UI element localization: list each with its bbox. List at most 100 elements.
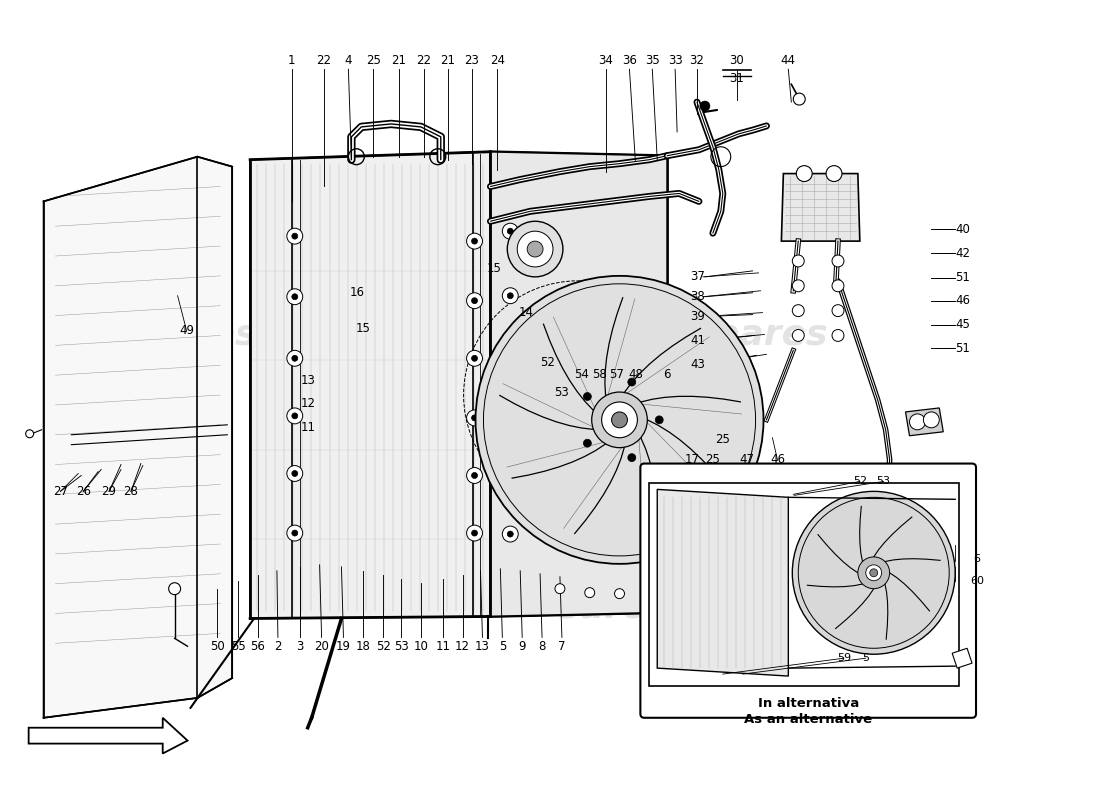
Text: 58: 58 xyxy=(592,368,607,381)
Circle shape xyxy=(466,467,483,483)
Text: 23: 23 xyxy=(464,54,478,67)
Text: 20: 20 xyxy=(315,640,329,653)
Text: 2: 2 xyxy=(274,640,282,653)
Circle shape xyxy=(792,330,804,342)
Text: 46: 46 xyxy=(770,453,785,466)
Text: eurospares: eurospares xyxy=(600,318,828,352)
Circle shape xyxy=(472,530,477,536)
Text: 15: 15 xyxy=(356,322,371,335)
Circle shape xyxy=(466,350,483,366)
Circle shape xyxy=(292,413,298,419)
Circle shape xyxy=(656,416,663,424)
Circle shape xyxy=(287,525,303,541)
Circle shape xyxy=(287,408,303,424)
Circle shape xyxy=(832,280,844,292)
Text: 11: 11 xyxy=(436,640,450,653)
Circle shape xyxy=(292,470,298,477)
Circle shape xyxy=(475,276,763,564)
Circle shape xyxy=(507,228,514,234)
Circle shape xyxy=(503,410,518,426)
Text: 22: 22 xyxy=(417,54,431,67)
Circle shape xyxy=(168,582,180,594)
Circle shape xyxy=(858,557,890,589)
Circle shape xyxy=(466,525,483,541)
Polygon shape xyxy=(491,152,668,617)
Circle shape xyxy=(832,330,844,342)
Text: 17: 17 xyxy=(684,453,700,466)
Circle shape xyxy=(602,402,637,438)
Circle shape xyxy=(503,526,518,542)
Circle shape xyxy=(592,392,647,448)
FancyBboxPatch shape xyxy=(640,463,976,718)
Text: 16: 16 xyxy=(350,286,365,299)
Text: 44: 44 xyxy=(781,54,795,67)
Text: 13: 13 xyxy=(475,640,490,653)
Text: In alternativa: In alternativa xyxy=(758,698,859,710)
Circle shape xyxy=(292,233,298,239)
Text: 42: 42 xyxy=(955,246,970,259)
Text: 30: 30 xyxy=(729,54,744,67)
Text: 19: 19 xyxy=(336,640,351,653)
Text: 3: 3 xyxy=(296,640,304,653)
Text: 9: 9 xyxy=(518,640,526,653)
Circle shape xyxy=(507,222,563,277)
Circle shape xyxy=(517,231,553,267)
Circle shape xyxy=(503,467,518,483)
Text: 47: 47 xyxy=(739,453,755,466)
Text: 10: 10 xyxy=(414,640,428,653)
Circle shape xyxy=(503,223,518,239)
Circle shape xyxy=(292,530,298,536)
Text: 29: 29 xyxy=(101,485,117,498)
Text: 54: 54 xyxy=(574,368,590,381)
Circle shape xyxy=(287,466,303,482)
Text: 4: 4 xyxy=(344,54,352,67)
Text: 57: 57 xyxy=(609,368,624,381)
Text: 13: 13 xyxy=(300,374,315,386)
Circle shape xyxy=(832,305,844,317)
Text: 59: 59 xyxy=(837,653,851,663)
Text: 28: 28 xyxy=(123,485,139,498)
Circle shape xyxy=(25,430,34,438)
Polygon shape xyxy=(651,507,685,539)
Text: 14: 14 xyxy=(519,306,534,319)
Text: 12: 12 xyxy=(300,398,316,410)
Text: 40: 40 xyxy=(955,222,970,236)
Text: 37: 37 xyxy=(690,270,705,283)
Text: 5: 5 xyxy=(862,653,869,663)
Circle shape xyxy=(612,412,627,428)
Circle shape xyxy=(507,473,514,478)
Text: 22: 22 xyxy=(316,54,331,67)
Circle shape xyxy=(503,288,518,304)
Circle shape xyxy=(910,414,925,430)
Text: 34: 34 xyxy=(598,54,613,67)
Polygon shape xyxy=(953,648,972,668)
Circle shape xyxy=(832,255,844,267)
Text: 53: 53 xyxy=(877,477,891,486)
Circle shape xyxy=(628,378,636,386)
Text: 31: 31 xyxy=(729,72,744,85)
Text: 33: 33 xyxy=(668,54,682,67)
Text: 38: 38 xyxy=(690,290,705,303)
Text: 1: 1 xyxy=(288,54,296,67)
Text: 39: 39 xyxy=(690,310,705,323)
Text: 52: 52 xyxy=(376,640,390,653)
Text: eurospares: eurospares xyxy=(143,318,372,352)
Circle shape xyxy=(472,415,477,421)
Text: 27: 27 xyxy=(53,485,68,498)
Polygon shape xyxy=(905,408,943,436)
Text: As an alternative: As an alternative xyxy=(744,714,872,726)
Circle shape xyxy=(585,588,595,598)
Circle shape xyxy=(856,517,880,541)
Circle shape xyxy=(700,101,710,111)
Circle shape xyxy=(507,355,514,362)
Text: 53: 53 xyxy=(554,386,570,398)
Circle shape xyxy=(923,412,939,428)
Circle shape xyxy=(507,415,514,421)
Text: 51: 51 xyxy=(955,342,970,355)
Circle shape xyxy=(583,439,592,447)
Circle shape xyxy=(628,454,636,462)
Circle shape xyxy=(796,166,812,182)
Circle shape xyxy=(507,293,514,298)
Circle shape xyxy=(287,289,303,305)
Text: 35: 35 xyxy=(645,54,660,67)
